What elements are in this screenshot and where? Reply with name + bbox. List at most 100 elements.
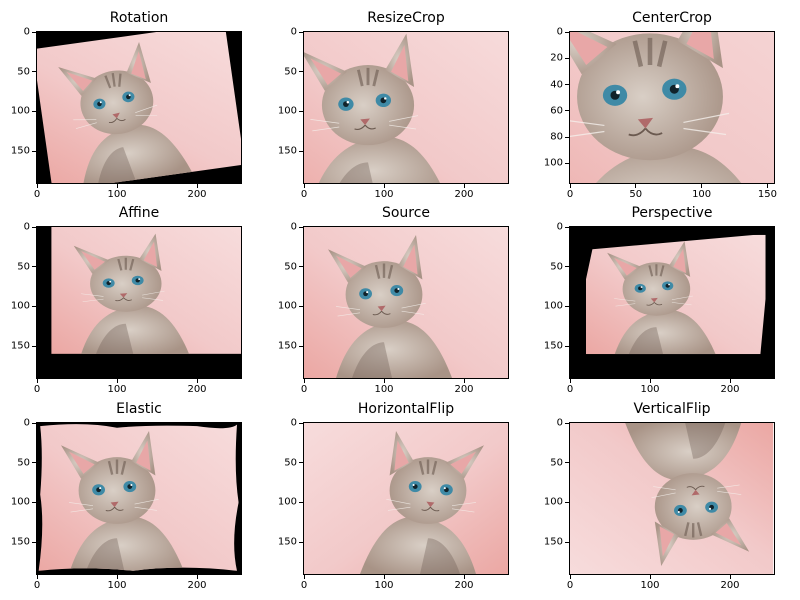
- y-tick: [565, 136, 569, 138]
- x-tick: [463, 379, 465, 383]
- y-tick: [32, 150, 36, 152]
- image-verticalflip: [570, 423, 774, 574]
- kitten-image: [304, 227, 508, 378]
- y-tick-label: 150: [543, 536, 563, 548]
- kitten-image: [37, 423, 241, 574]
- x-tick: [303, 184, 305, 188]
- y-tick: [32, 541, 36, 543]
- y-tick-label: 0: [290, 26, 297, 38]
- x-tick-label: 100: [640, 580, 660, 591]
- y-tick: [32, 462, 36, 464]
- x-tick: [303, 379, 305, 383]
- x-tick-label: 50: [629, 189, 643, 200]
- y-tick-label: 50: [17, 66, 30, 78]
- y-tick: [32, 110, 36, 112]
- y-tick: [299, 462, 303, 464]
- y-tick-label: 100: [543, 157, 563, 169]
- y-tick-label: 100: [277, 105, 297, 117]
- x-tick: [569, 184, 571, 188]
- y-tick-label: 100: [277, 300, 297, 312]
- x-tick: [766, 184, 768, 188]
- y-tick: [565, 541, 569, 543]
- image-resizecrop: [304, 32, 508, 183]
- y-tick-label: 0: [23, 26, 30, 38]
- y-tick-label: 50: [17, 261, 30, 273]
- y-tick: [32, 305, 36, 307]
- x-tick: [463, 184, 465, 188]
- y-tick-label: 0: [23, 417, 30, 429]
- x-tick: [569, 575, 571, 579]
- y-tick-label: 150: [543, 340, 563, 352]
- y-tick-label: 80: [550, 131, 563, 143]
- x-tick-label: 200: [454, 580, 474, 591]
- y-tick-label: 150: [277, 536, 297, 548]
- x-tick-label: 0: [566, 189, 574, 200]
- x-tick-label: 0: [33, 384, 41, 395]
- y-tick: [565, 462, 569, 464]
- x-tick: [383, 184, 385, 188]
- y-tick-label: 20: [550, 52, 563, 64]
- y-tick: [299, 305, 303, 307]
- image-centercrop: [570, 32, 774, 183]
- x-tick-label: 200: [454, 384, 474, 395]
- y-tick: [299, 501, 303, 503]
- x-tick: [116, 575, 118, 579]
- x-tick: [463, 575, 465, 579]
- y-tick-label: 40: [550, 79, 563, 91]
- y-tick-label: 50: [550, 457, 563, 469]
- kitten-image: [570, 32, 774, 183]
- x-tick-label: 100: [107, 189, 127, 200]
- x-tick: [36, 184, 38, 188]
- x-tick: [303, 575, 305, 579]
- y-tick-label: 150: [10, 536, 30, 548]
- x-tick-label: 100: [692, 189, 712, 200]
- x-tick-label: 100: [640, 384, 660, 395]
- x-tick-label: 0: [33, 189, 41, 200]
- y-tick: [299, 266, 303, 268]
- kitten-image: [304, 32, 508, 183]
- y-tick-label: 50: [284, 261, 297, 273]
- y-tick-label: 0: [290, 417, 297, 429]
- y-tick: [565, 84, 569, 86]
- panel-title: Rotation: [109, 10, 169, 26]
- kitten-image: [37, 227, 241, 378]
- panel-title: ResizeCrop: [367, 10, 445, 26]
- y-tick-label: 100: [10, 496, 30, 508]
- x-tick-label: 0: [300, 189, 308, 200]
- y-tick-label: 0: [556, 26, 563, 38]
- y-tick: [565, 110, 569, 112]
- y-tick: [32, 266, 36, 268]
- y-tick-label: 50: [550, 261, 563, 273]
- kitten-image: [570, 227, 774, 378]
- y-tick-label: 0: [23, 221, 30, 233]
- panel-title: CenterCrop: [632, 10, 712, 26]
- image-perspective: [570, 227, 774, 378]
- x-tick-label: 100: [374, 580, 394, 591]
- y-tick-label: 150: [277, 145, 297, 157]
- y-tick: [565, 422, 569, 424]
- y-tick: [299, 541, 303, 543]
- y-tick: [565, 345, 569, 347]
- y-tick-label: 100: [543, 300, 563, 312]
- x-tick-label: 0: [33, 580, 41, 591]
- y-tick: [565, 305, 569, 307]
- x-tick-label: 0: [566, 580, 574, 591]
- x-tick-label: 150: [757, 189, 777, 200]
- y-tick-label: 100: [543, 496, 563, 508]
- x-tick: [116, 379, 118, 383]
- x-tick-label: 200: [720, 580, 740, 591]
- panel-title: Affine: [118, 205, 160, 221]
- x-tick: [701, 184, 703, 188]
- y-tick: [32, 345, 36, 347]
- y-tick: [299, 150, 303, 152]
- y-tick: [32, 226, 36, 228]
- y-tick-label: 0: [556, 417, 563, 429]
- image-affine: [37, 227, 241, 378]
- y-tick: [565, 31, 569, 33]
- y-tick-label: 100: [10, 300, 30, 312]
- y-tick-label: 100: [10, 105, 30, 117]
- y-tick-label: 0: [556, 221, 563, 233]
- y-tick: [299, 422, 303, 424]
- y-tick-label: 50: [284, 66, 297, 78]
- panel-title: HorizontalFlip: [357, 401, 455, 417]
